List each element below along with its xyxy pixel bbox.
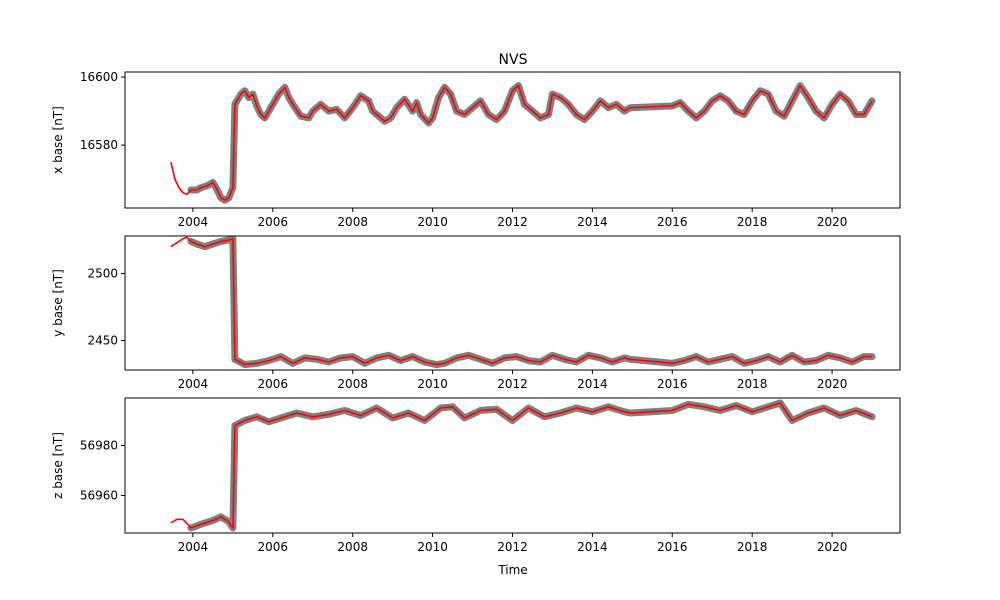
x-base-x-tick-label: 2004 bbox=[178, 215, 209, 229]
z-base-x-tick-label: 2010 bbox=[417, 540, 448, 554]
x-base-x-tick-label: 2018 bbox=[737, 215, 768, 229]
z-base-x-tick-label: 2004 bbox=[178, 540, 209, 554]
x-base-x-tick-label: 2008 bbox=[337, 215, 368, 229]
y-base-panel: 2004 2006 2008 2010 2012 2014 2016 2018 2020 2450… bbox=[51, 235, 901, 391]
y-base-y-tick-label: 2450 bbox=[87, 334, 118, 348]
z-base-x-tick-label: 2012 bbox=[497, 540, 528, 554]
x-base-x-tick-label: 2012 bbox=[497, 215, 528, 229]
y-base-plot-area bbox=[170, 236, 876, 369]
z-base-y-tick-label: 56980 bbox=[80, 439, 118, 453]
y-base-x-tick-label: 2008 bbox=[337, 377, 368, 391]
y-base-fit-line bbox=[170, 236, 872, 366]
x-base-panel: 2004 2006 2008 2010 2012 2014 2016 2018 2020 1658… bbox=[51, 70, 901, 229]
x-base-x-tick-label: 2014 bbox=[577, 215, 608, 229]
x-base-y-axis-label: x base [nT] bbox=[51, 106, 65, 174]
z-base-x-tick-label: 2016 bbox=[657, 540, 688, 554]
x-base-x-tick-label: 2016 bbox=[657, 215, 688, 229]
z-base-x-tick-label: 2020 bbox=[817, 540, 848, 554]
x-axis-label: Time bbox=[497, 563, 527, 577]
x-base-plot-area bbox=[170, 82, 876, 204]
z-base-fit-line bbox=[170, 402, 873, 529]
z-base-panel: 2004 2006 2008 2010 2012 2014 2016 2018 2020 5696… bbox=[51, 397, 901, 554]
x-base-fit-line bbox=[170, 84, 873, 201]
x-base-x-tick-label: 2020 bbox=[817, 215, 848, 229]
chart-title: NVS bbox=[499, 52, 528, 68]
z-base-x-tick-label: 2008 bbox=[337, 540, 368, 554]
y-base-x-tick-label: 2006 bbox=[258, 377, 289, 391]
z-base-y-tick-label: 56960 bbox=[80, 489, 118, 503]
x-base-y-tick-label: 16580 bbox=[80, 138, 118, 152]
y-base-x-tick-label: 2018 bbox=[737, 377, 768, 391]
z-base-x-tick-label: 2014 bbox=[577, 540, 608, 554]
y-base-x-tick-label: 2012 bbox=[497, 377, 528, 391]
y-base-x-tick-label: 2010 bbox=[417, 377, 448, 391]
z-base-x-tick-label: 2018 bbox=[737, 540, 768, 554]
z-base-plot-area bbox=[170, 399, 876, 532]
y-base-x-tick-label: 2016 bbox=[657, 377, 688, 391]
z-base-x-tick-label: 2006 bbox=[258, 540, 289, 554]
x-base-y-tick-label: 16600 bbox=[80, 70, 118, 84]
y-base-y-axis-label: y base [nT] bbox=[51, 269, 65, 337]
x-base-x-tick-label: 2010 bbox=[417, 215, 448, 229]
y-base-x-tick-label: 2004 bbox=[178, 377, 209, 391]
z-base-y-axis-label: z base [nT] bbox=[51, 432, 65, 499]
x-base-x-tick-label: 2006 bbox=[258, 215, 289, 229]
y-base-x-tick-label: 2020 bbox=[817, 377, 848, 391]
y-base-x-tick-label: 2014 bbox=[577, 377, 608, 391]
y-base-y-tick-label: 2500 bbox=[87, 267, 118, 281]
